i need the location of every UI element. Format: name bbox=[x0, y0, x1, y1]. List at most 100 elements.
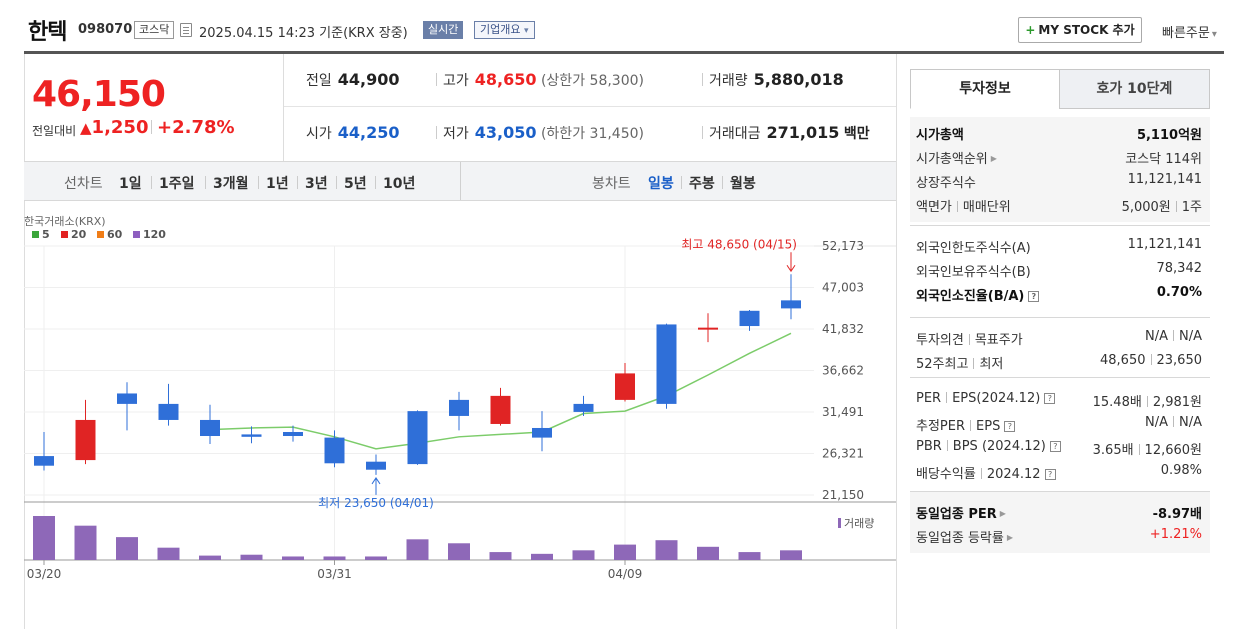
candle-body bbox=[739, 310, 760, 327]
period-tab-1w[interactable]: 1주일 bbox=[159, 176, 195, 192]
unit-value: 1주 bbox=[1181, 200, 1202, 215]
prev-close-label: 전일 bbox=[306, 73, 332, 89]
plus-icon: + bbox=[1025, 23, 1036, 37]
foreign-hold-value: 78,342 bbox=[1156, 261, 1203, 276]
candle-tab-weekly[interactable]: 주봉 bbox=[689, 176, 715, 192]
tab-investment-info[interactable]: 투자정보 bbox=[910, 69, 1060, 109]
per-value: 15.48배 bbox=[1092, 395, 1142, 410]
caret-right-icon: ▶ bbox=[990, 154, 997, 163]
per-label: PER bbox=[916, 391, 942, 406]
period-tab-10y[interactable]: 10년 bbox=[383, 176, 416, 192]
line-chart-label: 선차트 bbox=[64, 176, 103, 192]
candle-body bbox=[283, 431, 303, 437]
candle-tab-monthly[interactable]: 월봉 bbox=[730, 176, 756, 192]
volume-bar bbox=[406, 539, 429, 560]
foreign-hold-label: 외국인보유주식수(B) bbox=[916, 265, 1031, 280]
w52-high-value: 48,650 bbox=[1100, 353, 1146, 368]
foreign-rate-value: 0.70% bbox=[1156, 285, 1202, 300]
legend-swatch-5 bbox=[32, 231, 39, 238]
high-price: 고가 48,650 (상한가 58,300) bbox=[436, 70, 644, 90]
foreign-rate-label: 외국인소진율(B/A) bbox=[916, 289, 1025, 304]
change-amount: 1,250 bbox=[91, 117, 149, 138]
candle-body bbox=[34, 456, 54, 466]
period-tab-3m[interactable]: 3개월 bbox=[213, 176, 249, 192]
volume-bar bbox=[531, 553, 553, 560]
stock-code: 098070 bbox=[78, 22, 133, 37]
volume-bar bbox=[323, 556, 346, 560]
bps-label: BPS (2024.12) bbox=[952, 439, 1046, 454]
row-industry-change[interactable]: 동일업종 등락률 ▶ +1.21% bbox=[916, 524, 1208, 546]
est-eps-label: EPS bbox=[976, 419, 1001, 434]
header-divider bbox=[24, 51, 1224, 54]
help-icon[interactable]: ? bbox=[1044, 469, 1056, 480]
row-cap-rank[interactable]: 시가총액순위 ▶ 코스닥 114위 bbox=[916, 145, 1208, 167]
change-separator bbox=[151, 120, 152, 134]
candle-body bbox=[656, 324, 677, 404]
group-market-cap: 시가총액 5,110억원 시가총액순위 ▶ 코스닥 114위 상장주식수 11,121,… bbox=[910, 117, 1210, 222]
industry-per-label: 동일업종 PER bbox=[916, 507, 997, 522]
row-industry-per[interactable]: 동일업종 PER ▶ -8.97배 bbox=[916, 500, 1208, 522]
pbr-value: 3.65배 bbox=[1092, 443, 1134, 458]
unit-label: 매매단위 bbox=[962, 200, 1011, 215]
group-valuation: PER EPS(2024.12)? 15.48배 2,981원 추정PER EPS? N/… bbox=[910, 377, 1210, 489]
help-icon[interactable]: ? bbox=[1044, 393, 1056, 404]
high-label: 고가 bbox=[443, 73, 469, 89]
eps-value: 2,981원 bbox=[1152, 395, 1202, 410]
dividend-year: 2024.12 bbox=[986, 467, 1041, 482]
legend-label-60: 60 bbox=[107, 228, 123, 241]
document-icon[interactable] bbox=[180, 23, 192, 37]
opinion-value: N/A bbox=[1145, 329, 1168, 344]
group-foreign: 외국인한도주식수(A) 11,121,141 외국인보유주식수(B) 78,342 … bbox=[910, 225, 1210, 305]
x-tick-label: 03/20 bbox=[27, 567, 62, 581]
volume-bar bbox=[489, 552, 512, 560]
candle-body bbox=[490, 395, 511, 424]
volume-bars: 거래량 bbox=[33, 516, 874, 560]
est-per-label: 추정PER bbox=[916, 419, 966, 434]
company-overview-dropdown[interactable]: 기업개요 ▾ bbox=[474, 21, 535, 39]
legend-label-120: 120 bbox=[143, 228, 166, 241]
help-icon[interactable]: ? bbox=[1028, 291, 1040, 302]
change-value: ▲1,250 bbox=[80, 117, 148, 138]
help-icon[interactable]: ? bbox=[1049, 441, 1061, 452]
period-tab-1y[interactable]: 1년 bbox=[266, 176, 289, 192]
upper-limit-label: (상한가 bbox=[540, 73, 586, 89]
volume-label: 거래량 bbox=[709, 73, 748, 89]
change-label: 전일대비 bbox=[32, 124, 77, 138]
tab-orderbook[interactable]: 호가 10단계 bbox=[1059, 69, 1210, 109]
quick-order-dropdown[interactable]: 빠른주문 bbox=[1162, 22, 1217, 41]
prev-close: 전일 44,900 bbox=[306, 70, 400, 90]
help-icon[interactable]: ? bbox=[1004, 421, 1016, 432]
trade-value-label: 거래대금 bbox=[709, 126, 761, 142]
candle-tab-daily[interactable]: 일봉 bbox=[648, 176, 674, 192]
current-price: 46,150 bbox=[32, 74, 166, 115]
add-mystock-button[interactable]: + MY STOCK 추가 bbox=[1018, 17, 1142, 43]
candle-body bbox=[449, 399, 469, 416]
market-cap-value: 5,110억원 bbox=[1136, 128, 1202, 143]
low-arrow-head bbox=[371, 477, 381, 485]
row-par: 액면가 매매단위 5,000원 1주 bbox=[916, 193, 1208, 215]
y-tick-label: 31,491 bbox=[822, 405, 864, 419]
volume-bar bbox=[572, 550, 595, 560]
company-overview-label: 기업개요 bbox=[480, 23, 521, 36]
candle-body bbox=[75, 419, 96, 461]
volume-label: 거래량 bbox=[844, 517, 874, 530]
period-tab-3y[interactable]: 3년 bbox=[305, 176, 328, 192]
dividend-label: 배당수익률 bbox=[916, 467, 976, 482]
y-tick-label: 47,003 bbox=[822, 280, 864, 294]
y-axis: 52,173 47,003 41,832 36,662 31,491 26,321 21,1… bbox=[822, 239, 864, 502]
period-tab-5y[interactable]: 5년 bbox=[344, 176, 367, 192]
caret-right-icon: ▶ bbox=[1006, 533, 1014, 542]
volume-bar bbox=[74, 525, 97, 560]
lower-limit-label: (하한가 bbox=[540, 126, 586, 142]
volume-bar bbox=[365, 556, 387, 560]
row-per: PER EPS(2024.12)? 15.48배 2,981원 bbox=[916, 388, 1208, 410]
shares-label: 상장주식수 bbox=[916, 176, 976, 191]
row-pbr: PBR BPS (2024.12)? 3.65배 12,660원 bbox=[916, 436, 1208, 458]
row-market-cap: 시가총액 5,110억원 bbox=[916, 121, 1208, 143]
candlestick-chart[interactable]: 한국거래소(KRX) 5 20 60 120 52,173 47,003 41,832 36… bbox=[24, 208, 896, 588]
par-value: 5,000원 bbox=[1121, 200, 1171, 215]
period-tab-1d[interactable]: 1일 bbox=[119, 176, 142, 192]
chart-annotations: 최고 48,650 (04/15) 최저 23,650 (04/01) bbox=[318, 237, 797, 510]
row-foreign-hold: 외국인보유주식수(B) 78,342 bbox=[916, 258, 1208, 280]
ma5-polyline bbox=[209, 332, 792, 450]
